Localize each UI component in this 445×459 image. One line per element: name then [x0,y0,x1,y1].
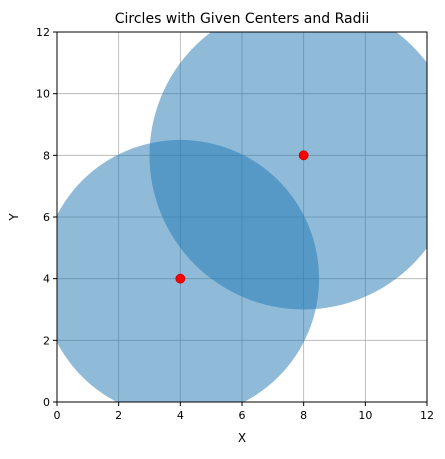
y-tick-label-3: 6 [43,211,50,224]
y-tick-label-4: 8 [43,149,50,162]
x-tick-label-1: 2 [115,409,122,422]
y-tick-label-0: 0 [43,396,50,409]
y-axis: 0 2 4 6 8 10 12 [36,26,57,409]
y-tick-label-6: 12 [36,26,50,39]
x-tick-label-4: 8 [300,409,307,422]
center-point-2 [298,150,309,161]
x-tick-label-6: 12 [420,409,434,422]
y-tick-label-5: 10 [36,88,50,101]
x-tick-label-5: 10 [358,409,372,422]
circle-layer [57,32,427,402]
circle-2 [149,32,427,310]
x-tick-label-0: 0 [54,409,61,422]
chart-title: Circles with Given Centers and Radii [115,11,370,27]
marker-layer [175,150,309,284]
x-axis: 0 2 4 6 8 10 12 [54,402,434,422]
y-tick-label-1: 2 [43,334,50,347]
x-tick-label-3: 6 [239,409,246,422]
x-axis-label: X [238,431,246,445]
y-axis-label: Y [7,213,21,222]
x-tick-label-2: 4 [177,409,184,422]
y-tick-label-2: 4 [43,273,50,286]
center-point-1 [175,273,186,284]
